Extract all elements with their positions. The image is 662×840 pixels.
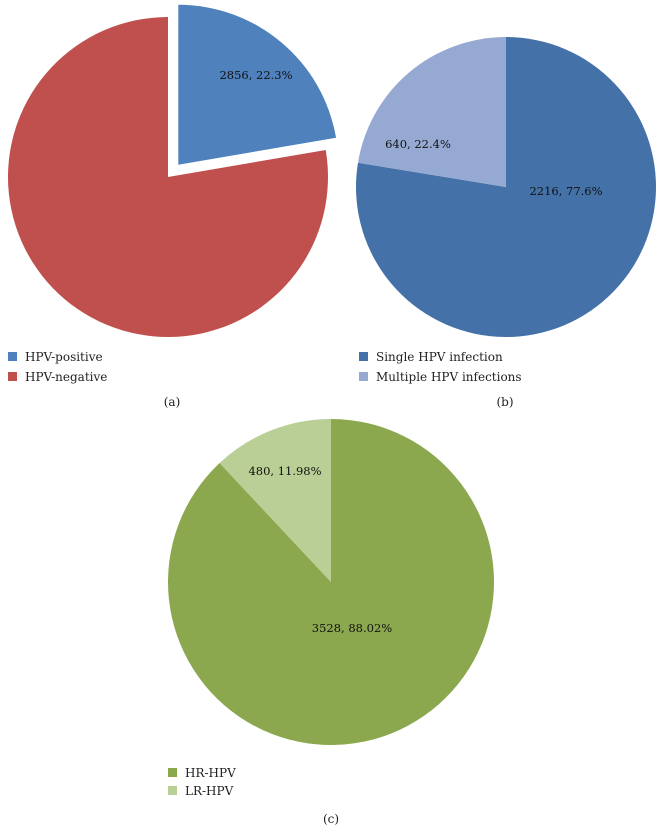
legend-b-swatch-single-hpv-infection	[359, 352, 368, 361]
pie-b-slice-multiple-hpv-infections	[357, 37, 506, 187]
panel-c-caption: (c)	[323, 812, 339, 826]
legend-a-text-hpv-negative: HPV-negative	[25, 370, 107, 384]
pie-c-label-hr-hpv: 3528, 88.02%	[312, 621, 392, 635]
panel-b: 2216, 77.6% 640, 22.4% Single HPV infect…	[355, 37, 656, 409]
legend-a-swatch-hpv-positive	[8, 352, 17, 361]
panel-b-caption: (b)	[496, 395, 513, 409]
legend-a-text-hpv-positive: HPV-positive	[25, 350, 103, 364]
legend-b-text-single-hpv-infection: Single HPV infection	[376, 350, 503, 364]
pie-c-slice-lr-hpv	[219, 419, 331, 582]
legend-b-text-multiple-hpv-infections: Multiple HPV infections	[376, 370, 522, 384]
panel-c: 3528, 88.02% 480, 11.98% HR-HPV LR-HPV (…	[168, 419, 495, 826]
pie-a-slice-hpv-positive	[178, 4, 337, 165]
legend-c-text-lr-hpv: LR-HPV	[185, 784, 234, 798]
pie-b-label-multiple-hpv-infections: 640, 22.4%	[385, 137, 451, 151]
panel-a-caption: (a)	[164, 395, 181, 409]
legend-c-swatch-lr-hpv	[168, 786, 177, 795]
pie-b-label-single-hpv-infection: 2216, 77.6%	[529, 184, 602, 198]
legend-a-swatch-hpv-negative	[8, 372, 17, 381]
pie-c-label-lr-hpv: 480, 11.98%	[248, 464, 321, 478]
legend-c-text-hr-hpv: HR-HPV	[185, 766, 236, 780]
pie-a-label-hpv-positive: 2856, 22.3%	[219, 68, 292, 82]
pie-b-slice-single-hpv-infection	[355, 37, 656, 338]
legend-c-swatch-hr-hpv	[168, 768, 177, 777]
pie-c-slice-hr-hpv	[168, 419, 495, 746]
legend-b-swatch-multiple-hpv-infections	[359, 372, 368, 381]
pie-a-slice-hpv-negative	[7, 16, 328, 337]
panel-a: 2856, 22.3% HPV-positive HPV-negative (a…	[7, 4, 337, 409]
